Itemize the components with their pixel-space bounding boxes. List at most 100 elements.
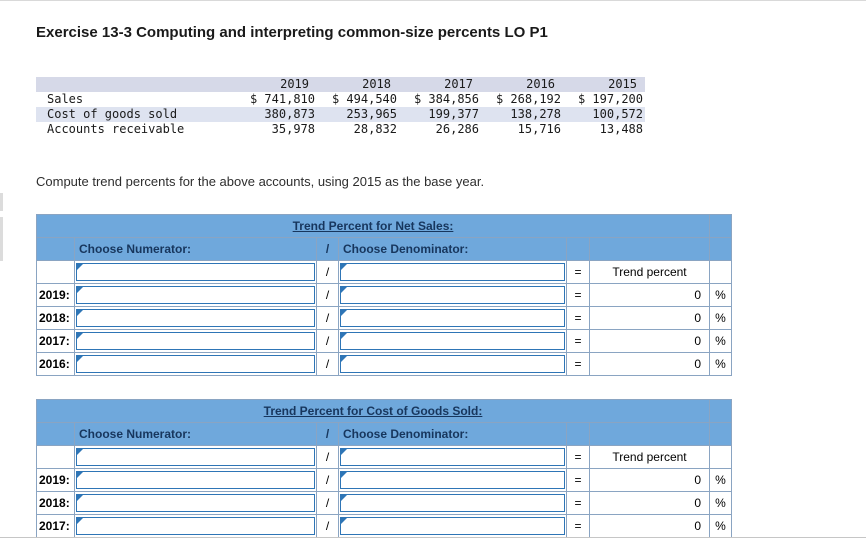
dropdown-corner-icon xyxy=(77,310,83,316)
worksheet-subheader-row: Choose Numerator: / Choose Denominator: xyxy=(36,237,732,261)
denominator-header: Choose Denominator: xyxy=(338,237,567,261)
year-label: 2019: xyxy=(36,468,75,492)
numerator-dropdown[interactable] xyxy=(76,517,315,535)
dropdown-corner-icon xyxy=(77,333,83,339)
cell-value: 138,278 xyxy=(481,107,563,122)
dropdown-corner-icon xyxy=(77,518,83,524)
numerator-dropdown[interactable] xyxy=(76,494,315,512)
dropdown-corner-icon xyxy=(341,287,347,293)
dropdown-corner-icon xyxy=(77,495,83,501)
bottom-border-line xyxy=(0,537,866,544)
denominator-dropdown[interactable] xyxy=(340,355,565,373)
divide-sign: / xyxy=(316,237,339,261)
divide-sign: / xyxy=(316,514,339,538)
row-label: Accounts receivable xyxy=(47,122,185,136)
numerator-dropdown[interactable] xyxy=(76,286,315,304)
numerator-header: Choose Numerator: xyxy=(74,422,317,446)
trend-row-2017: 2017: / = 0 % xyxy=(36,329,732,353)
divide-sign: / xyxy=(316,445,339,469)
equals-sign: = xyxy=(566,329,590,353)
denominator-dropdown[interactable] xyxy=(340,494,565,512)
divide-sign: / xyxy=(316,491,339,515)
numerator-header: Choose Numerator: xyxy=(74,237,317,261)
year-header: 2018 xyxy=(317,77,399,92)
numerator-dropdown[interactable] xyxy=(76,332,315,350)
table-row: Accounts receivable 35,978 28,832 26,286… xyxy=(36,122,645,137)
trend-row-2019: 2019: / = 0 % xyxy=(36,468,732,492)
equals-sign: = xyxy=(566,283,590,307)
percent-sign: % xyxy=(709,352,732,376)
worksheet-net-sales: Trend Percent for Net Sales: Choose Nume… xyxy=(36,214,732,376)
denominator-dropdown[interactable] xyxy=(340,517,565,535)
header-end-cell xyxy=(709,214,732,238)
header-end-cell xyxy=(709,399,732,423)
divide-sign: / xyxy=(316,260,339,284)
cell-value: $ 197,200 xyxy=(577,92,643,106)
cell-value: 35,978 xyxy=(271,122,315,136)
worksheet-title-row: Trend Percent for Cost of Goods Sold: xyxy=(36,399,732,423)
year-label: 2016: xyxy=(36,352,75,376)
denominator-dropdown[interactable] xyxy=(340,309,565,327)
cell-value: 26,286 xyxy=(435,122,479,136)
page-title: Exercise 13-3 Computing and interpreting… xyxy=(36,24,548,41)
percent-sign: % xyxy=(709,329,732,353)
cell-value: 15,716 xyxy=(517,122,561,136)
numerator-dropdown[interactable] xyxy=(76,448,315,466)
denominator-dropdown[interactable] xyxy=(340,471,565,489)
trend-percent-value: 0 xyxy=(589,283,710,307)
year-header: 2019 xyxy=(235,77,317,92)
row-label: Sales xyxy=(47,92,84,106)
numerator-dropdown[interactable] xyxy=(76,263,315,281)
trend-percent-value: 0 xyxy=(589,306,710,330)
divide-sign: / xyxy=(316,329,339,353)
dropdown-corner-icon xyxy=(77,449,83,455)
dropdown-corner-icon xyxy=(341,449,347,455)
year-label: 2018: xyxy=(36,491,75,515)
equals-sign: = xyxy=(566,514,590,538)
dropdown-corner-icon xyxy=(341,264,347,270)
divide-sign: / xyxy=(316,422,339,446)
account-balances-table: 2019 2018 2017 2016 2015 Sales $ 741,810… xyxy=(36,77,645,137)
left-edge-artifact xyxy=(0,217,3,261)
year-header: 2015 xyxy=(563,77,645,92)
trend-percent-label: Trend percent xyxy=(589,260,710,284)
percent-sign: % xyxy=(709,468,732,492)
equals-sign: = xyxy=(566,491,590,515)
dropdown-corner-icon xyxy=(341,495,347,501)
dropdown-corner-icon xyxy=(77,264,83,270)
instruction-text: Compute trend percents for the above acc… xyxy=(36,174,485,189)
trend-percent-value: 0 xyxy=(589,468,710,492)
dropdown-corner-icon xyxy=(77,356,83,362)
dropdown-corner-icon xyxy=(341,518,347,524)
trend-percent-value: 0 xyxy=(589,352,710,376)
worksheet-cost-of-goods-sold: Trend Percent for Cost of Goods Sold: Ch… xyxy=(36,399,732,538)
percent-sign: % xyxy=(709,306,732,330)
cell-value: 253,965 xyxy=(317,107,399,122)
percent-sign: % xyxy=(709,514,732,538)
year-header: 2017 xyxy=(399,77,481,92)
denominator-header: Choose Denominator: xyxy=(338,422,567,446)
denominator-dropdown[interactable] xyxy=(340,332,565,350)
equals-sign: = xyxy=(566,352,590,376)
table-row: Sales $ 741,810 $ 494,540 $ 384,856 $ 26… xyxy=(36,92,645,107)
numerator-dropdown[interactable] xyxy=(76,355,315,373)
dropdown-corner-icon xyxy=(341,472,347,478)
trend-row-2019: 2019: / = 0 % xyxy=(36,283,732,307)
divide-sign: / xyxy=(316,306,339,330)
year-label: 2017: xyxy=(36,514,75,538)
trend-percent-label: Trend percent xyxy=(589,445,710,469)
cell-value: $ 494,540 xyxy=(331,92,397,106)
denominator-dropdown[interactable] xyxy=(340,286,565,304)
worksheet-subheader-row: Choose Numerator: / Choose Denominator: xyxy=(36,422,732,446)
denominator-dropdown[interactable] xyxy=(340,263,565,281)
numerator-dropdown[interactable] xyxy=(76,309,315,327)
trend-percent-value: 0 xyxy=(589,514,710,538)
denominator-dropdown[interactable] xyxy=(340,448,565,466)
formula-row: / = Trend percent xyxy=(36,260,732,284)
equals-sign: = xyxy=(566,445,590,469)
table-row: Cost of goods sold 380,873 253,965 199,3… xyxy=(36,107,645,122)
cell-value: $ 384,856 xyxy=(413,92,479,106)
numerator-dropdown[interactable] xyxy=(76,471,315,489)
divide-sign: / xyxy=(316,352,339,376)
cell-value: 28,832 xyxy=(353,122,397,136)
